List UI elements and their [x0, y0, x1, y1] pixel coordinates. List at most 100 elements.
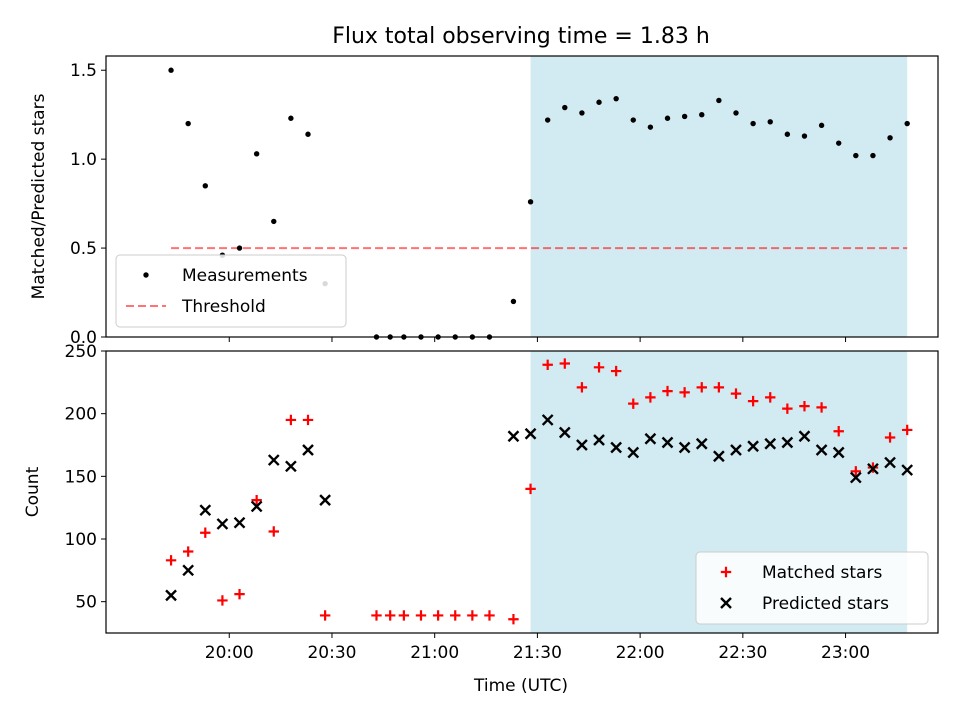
data-point [815, 444, 828, 456]
data-point [767, 119, 773, 125]
data-point [236, 245, 243, 251]
y-tick-label: 1.5 [70, 61, 97, 81]
data-point [271, 218, 277, 225]
data-point [645, 392, 656, 403]
x-tick-label: 20:30 [307, 643, 356, 663]
data-point [696, 382, 707, 393]
data-point [165, 555, 177, 566]
data-point [901, 464, 914, 476]
data-point [681, 113, 688, 120]
y-tick-label: 100 [65, 530, 97, 550]
data-point [867, 462, 879, 475]
data-point [319, 494, 331, 506]
data-point [288, 115, 294, 121]
data-point [200, 527, 211, 538]
data-point [784, 131, 791, 137]
legend-box [695, 551, 929, 625]
data-point [285, 460, 297, 473]
data-point [544, 117, 551, 123]
data-point [165, 589, 177, 602]
data-point [593, 434, 605, 446]
data-point [782, 403, 793, 414]
data-point [853, 152, 859, 159]
data-point [250, 500, 263, 513]
data-point [234, 588, 245, 600]
data-point [398, 610, 410, 621]
y-tick-label: 150 [65, 467, 97, 487]
legend-label: Measurements [182, 266, 308, 286]
data-point [384, 610, 396, 621]
data-point [764, 437, 777, 450]
data-point [884, 456, 896, 469]
data-point [484, 610, 495, 621]
data-point [576, 382, 588, 393]
data-point [541, 414, 554, 426]
data-point [182, 564, 195, 577]
data-point [524, 427, 537, 440]
data-point [818, 122, 825, 129]
data-point [527, 199, 534, 205]
bottom-panel: 50 100 150 200 250 20:00 20:30 21:00 21:30 22:00 2… [23, 342, 939, 663]
data-point [730, 388, 742, 399]
data-point [251, 494, 262, 506]
data-point [661, 436, 674, 449]
data-point [630, 117, 636, 123]
data-point [765, 392, 776, 403]
top-panel: 0.0 0.5 1.0 1.5 Matched/Predicted stars Measu… [29, 55, 939, 348]
data-point [747, 440, 759, 453]
data-point [202, 183, 208, 189]
y-tick-label: 200 [65, 405, 97, 425]
y-tick-label: 1.0 [70, 150, 97, 170]
y-axis-label: Count [23, 466, 43, 517]
data-point [371, 610, 382, 621]
legend: Matched stars Predicted stars [695, 551, 929, 625]
data-point [887, 135, 893, 141]
data-point [850, 466, 862, 477]
data-point [801, 133, 808, 139]
plot-frame [105, 350, 939, 634]
data-point [415, 610, 427, 621]
data-point [302, 444, 314, 456]
y-tick-label: 50 [75, 593, 97, 613]
data-point [217, 595, 228, 606]
legend-marker [143, 272, 149, 278]
legend-label: Matched stars [762, 563, 882, 583]
data-point [562, 104, 568, 111]
x-tick-label: 21:30 [513, 643, 562, 663]
data-point [319, 610, 331, 621]
data-point [233, 516, 246, 529]
x-tick-label: 21:00 [410, 643, 459, 663]
data-point [267, 454, 280, 466]
data-point [628, 398, 639, 409]
data-point [510, 298, 517, 305]
legend-label: Predicted stars [762, 594, 889, 614]
data-point [253, 151, 260, 157]
data-point [901, 424, 913, 436]
data-point [593, 362, 605, 373]
data-point [610, 441, 623, 454]
data-point [579, 110, 585, 116]
data-point [302, 414, 314, 426]
data-point [884, 432, 896, 443]
data-point [781, 436, 794, 449]
x-tick-label: 22:00 [616, 643, 665, 663]
data-point [305, 131, 311, 137]
data-point [904, 120, 910, 127]
data-point [644, 432, 657, 445]
data-point [695, 437, 708, 450]
x-tick-label: 20:00 [205, 643, 254, 663]
data-point [713, 450, 725, 463]
data-point [664, 115, 671, 121]
legend-marker [720, 597, 732, 609]
data-point [627, 446, 640, 459]
data-point [542, 359, 553, 370]
data-point [168, 67, 174, 73]
data-point [699, 111, 705, 118]
data-point [849, 471, 862, 484]
y-tick-label: 0.5 [70, 239, 97, 259]
data-point [799, 400, 810, 412]
data-point [199, 504, 212, 517]
y-axis-label: Matched/Predicted stars [29, 93, 49, 299]
data-point [832, 446, 845, 459]
